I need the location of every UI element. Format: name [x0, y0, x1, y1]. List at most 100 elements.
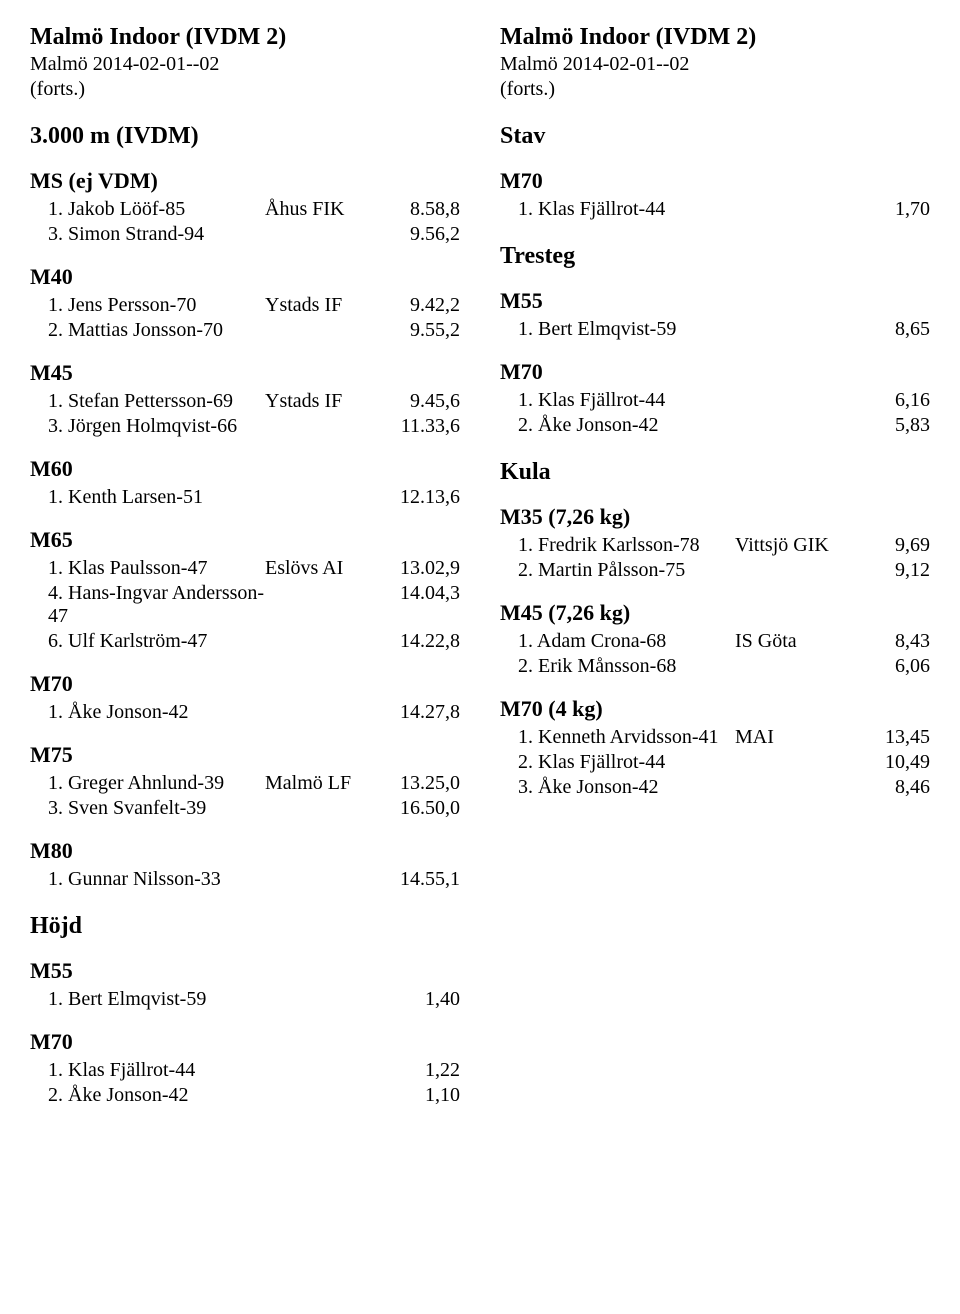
result-row: 2. Mattias Jonsson-70 9.55,2: [48, 319, 460, 342]
comp-title: Malmö Indoor (IVDM 2): [500, 24, 930, 51]
club: [265, 701, 395, 724]
result-row: 1. Fredrik Karlsson-78Vittsjö GIK9,69: [518, 534, 930, 557]
result-row: 1. Stefan Pettersson-69Ystads IF9.45,6: [48, 390, 460, 413]
rank-name: 1. Stefan Pettersson-69: [48, 390, 265, 413]
rank-name: 1. Kenth Larsen-51: [48, 486, 265, 509]
cat-title: M80: [30, 838, 460, 864]
club: [735, 776, 865, 799]
club: [265, 797, 395, 820]
event-title: Höjd: [30, 913, 460, 940]
result: 9.42,2: [395, 294, 460, 317]
cat-title: M55: [30, 958, 460, 984]
result-row: 1. Klas Fjällrot-44 6,16: [518, 389, 930, 412]
left-column: Malmö Indoor (IVDM 2) Malmö 2014-02-01--…: [30, 24, 460, 1109]
rank-name: 2. Åke Jonson-42: [518, 414, 735, 437]
result-row: 6. Ulf Karlström-4714.22,8: [48, 630, 460, 653]
result-row: 2. Klas Fjällrot-4410,49: [518, 751, 930, 774]
result-row: 1. Jens Persson-70Ystads IF9.42,2: [48, 294, 460, 317]
cat-title: M70: [30, 671, 460, 697]
club: Malmö LF: [265, 772, 395, 795]
cat-title: M45: [30, 360, 460, 386]
club: [265, 988, 395, 1011]
cat-title: M70: [30, 1029, 460, 1055]
right-column: Malmö Indoor (IVDM 2) Malmö 2014-02-01--…: [500, 24, 930, 1109]
cat-title: M65: [30, 527, 460, 553]
club: [735, 318, 865, 341]
club: [265, 486, 395, 509]
club: [265, 319, 395, 342]
rank-name: 3. Jörgen Holmqvist-66: [48, 415, 265, 438]
rank-name: 1. Adam Crona-68: [518, 630, 735, 653]
club: [265, 1059, 395, 1082]
result: 1,10: [395, 1084, 460, 1107]
rank-name: 1. Greger Ahnlund-39: [48, 772, 265, 795]
result: 9,12: [865, 559, 930, 582]
result-row: 1. Adam Crona-68IS Göta8,43: [518, 630, 930, 653]
club: [735, 414, 865, 437]
result: 10,49: [865, 751, 930, 774]
club: [265, 582, 395, 628]
result: 8.58,8: [395, 198, 460, 221]
result: 14.22,8: [395, 630, 460, 653]
comp-date: Malmö 2014-02-01--02: [500, 53, 930, 76]
rank-name: 1. Klas Fjällrot-44: [518, 389, 735, 412]
result-row: 1. Bert Elmqvist-598,65: [518, 318, 930, 341]
result: 6,16: [865, 389, 930, 412]
event-title: Kula: [500, 459, 930, 486]
result: 9.56,2: [395, 223, 460, 246]
result: 12.13,6: [395, 486, 460, 509]
rank-name: 1. Klas Fjällrot-44: [518, 198, 735, 221]
club: [735, 198, 865, 221]
result: 14.04,3: [395, 582, 460, 628]
result-row: 1. Greger Ahnlund-39Malmö LF13.25,0: [48, 772, 460, 795]
result: 9.45,6: [395, 390, 460, 413]
club: Åhus FIK: [265, 198, 395, 221]
result-row: 1. Klas Paulsson-47Eslövs AI13.02,9: [48, 557, 460, 580]
rank-name: 1. Jens Persson-70: [48, 294, 265, 317]
comp-date: Malmö 2014-02-01--02: [30, 53, 460, 76]
cat-title: M70: [500, 168, 930, 194]
result: 6,06: [865, 655, 930, 678]
result: 8,46: [865, 776, 930, 799]
result: 14.55,1: [395, 868, 460, 891]
result: 1,70: [865, 198, 930, 221]
cat-title: M70 (4 kg): [500, 696, 930, 722]
result-row: 1. Jakob Lööf-85Åhus FIK8.58,8: [48, 198, 460, 221]
result: 13.02,9: [395, 557, 460, 580]
result: 16.50,0: [395, 797, 460, 820]
result-row: 1. Bert Elmqvist-591,40: [48, 988, 460, 1011]
cat-title: M45 (7,26 kg): [500, 600, 930, 626]
rank-name: 1. Kenneth Arvidsson-41: [518, 726, 735, 749]
club: Ystads IF: [265, 294, 395, 317]
result: 14.27,8: [395, 701, 460, 724]
result-row: 2. Åke Jonson-421,10: [48, 1084, 460, 1107]
result: 9.55,2: [395, 319, 460, 342]
cat-title: MS (ej VDM): [30, 168, 460, 194]
club: [265, 1084, 395, 1107]
rank-name: 1. Klas Fjällrot-44: [48, 1059, 265, 1082]
result: 8,65: [865, 318, 930, 341]
club: MAI: [735, 726, 865, 749]
rank-name: 1. Jakob Lööf-85: [48, 198, 265, 221]
columns-container: Malmö Indoor (IVDM 2) Malmö 2014-02-01--…: [30, 24, 930, 1109]
comp-cont: (forts.): [30, 78, 460, 101]
club: [735, 559, 865, 582]
event-title: Stav: [500, 123, 930, 150]
result-row: 1. Klas Fjällrot-441,22: [48, 1059, 460, 1082]
result: 8,43: [865, 630, 930, 653]
rank-name: 4. Hans-Ingvar Andersson-47: [48, 582, 265, 628]
rank-name: 3. Sven Svanfelt-39: [48, 797, 265, 820]
club: IS Göta: [735, 630, 865, 653]
result-row: 1. Åke Jonson-4214.27,8: [48, 701, 460, 724]
rank-name: 1. Bert Elmqvist-59: [48, 988, 265, 1011]
result: 13,45: [865, 726, 930, 749]
rank-name: 2. Mattias Jonsson-70: [48, 319, 265, 342]
result-row: 1. Gunnar Nilsson-3314.55,1: [48, 868, 460, 891]
cat-title: M60: [30, 456, 460, 482]
rank-name: 1. Klas Paulsson-47: [48, 557, 265, 580]
result: 11.33,6: [395, 415, 460, 438]
cat-title: M75: [30, 742, 460, 768]
club: [735, 655, 865, 678]
result-row: 2. Martin Pålsson-759,12: [518, 559, 930, 582]
rank-name: 2. Erik Månsson-68: [518, 655, 735, 678]
